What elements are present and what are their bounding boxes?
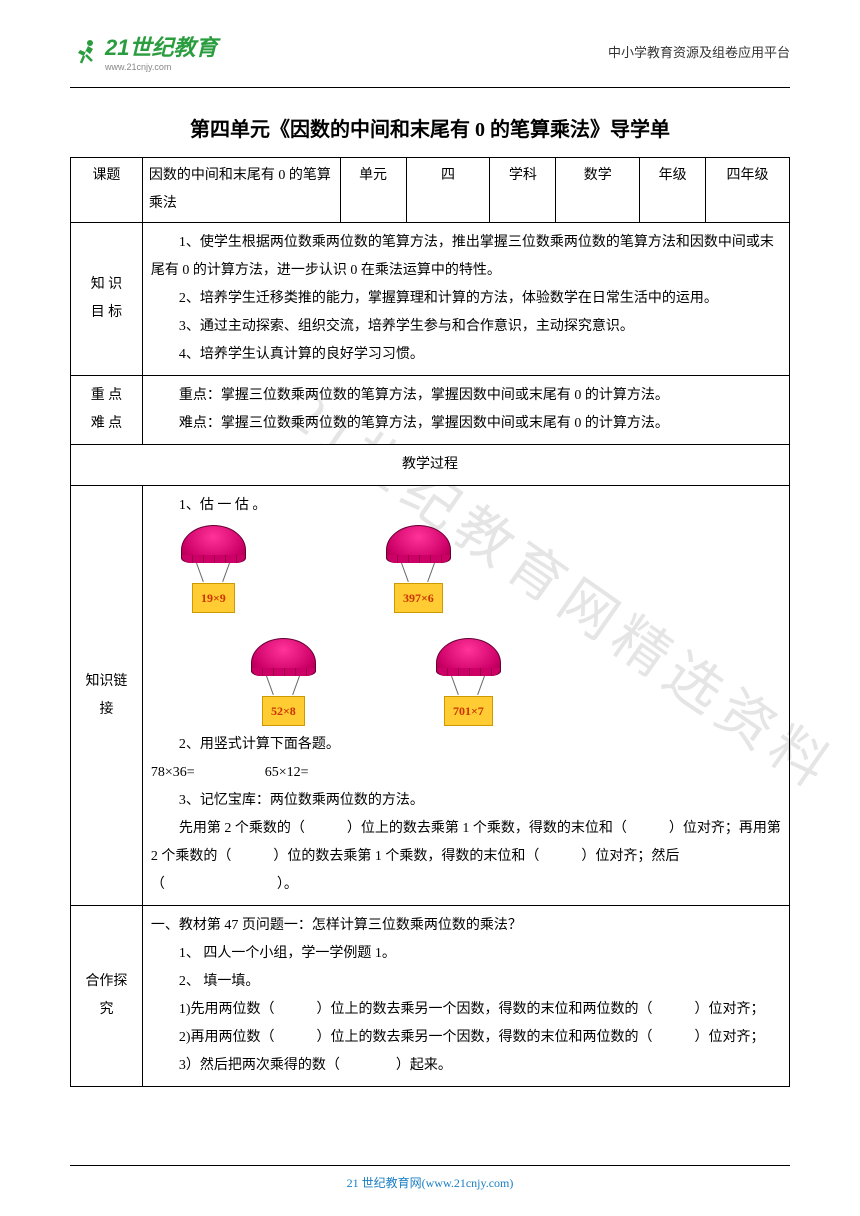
kl-item3: 3、记忆宝库：两位数乘两位数的方法。 xyxy=(151,787,781,815)
coop-q1-1: 1、 四人一个小组，学一学例题 1。 xyxy=(151,940,781,968)
parachute-box-2: 397×6 xyxy=(394,583,443,613)
parachute-strings-icon xyxy=(393,563,443,583)
goal-2: 2、培养学生迁移类推的能力，掌握算理和计算的方法，体验数学在日常生活中的运用。 xyxy=(151,285,781,313)
kl-item3-detail: 先用第 2 个乘数的（ ）位上的数去乘第 1 个乘数，得数的末位和（ ）位对齐；… xyxy=(151,815,781,899)
parachutes-row2: 52×8 701×7 xyxy=(151,633,781,731)
knowledge-link-content: 1、估 一 估 。 19×9 397×6 xyxy=(142,486,789,906)
footer-divider xyxy=(70,1165,790,1166)
key-point: 重点：掌握三位数乘两位数的笔算方法，掌握因数中间或末尾有 0 的计算方法。 xyxy=(151,382,781,410)
unit-label: 单元 xyxy=(340,158,406,223)
main-content: 第四单元《因数的中间和末尾有 0 的笔算乘法》导学单 课题 因数的中间和末尾有 … xyxy=(0,88,860,1107)
knowledge-goals-label: 知 识目 标 xyxy=(71,223,143,376)
parachute-strings-icon xyxy=(188,563,238,583)
grade-label: 年级 xyxy=(640,158,706,223)
calc2: 65×12= xyxy=(265,765,309,780)
kl-item2: 2、用竖式计算下面各题。 xyxy=(151,731,781,759)
parachute-2: 397×6 xyxy=(386,525,451,613)
cooperation-row: 合作探究 一、教材第 47 页问题一：怎样计算三位数乘两位数的乘法？ 1、 四人… xyxy=(71,906,790,1087)
logo-sub-text: www.21cnjy.com xyxy=(105,62,217,72)
info-row: 课题 因数的中间和末尾有 0 的笔算乘法 单元 四 学科 数学 年级 四年级 xyxy=(71,158,790,223)
process-header: 教学过程 xyxy=(71,445,790,486)
knowledge-link-row: 知识链接 1、估 一 估 。 19×9 397×6 xyxy=(71,486,790,906)
coop-q1-2-3: 3）然后把两次乘得的数（ ）起来。 xyxy=(151,1052,781,1080)
topic-label: 课题 xyxy=(71,158,143,223)
parachute-canopy-icon xyxy=(251,638,316,676)
logo: 21世纪教育 www.21cnjy.com xyxy=(70,30,217,72)
parachute-strings-icon xyxy=(443,676,493,696)
knowledge-link-label: 知识链接 xyxy=(71,486,143,906)
lesson-table: 课题 因数的中间和末尾有 0 的笔算乘法 单元 四 学科 数学 年级 四年级 知… xyxy=(70,157,790,1087)
subject-value: 数学 xyxy=(556,158,640,223)
parachute-box-3: 52×8 xyxy=(262,696,305,726)
page-footer: 21 世纪教育网(www.21cnjy.com) xyxy=(0,1165,860,1191)
knowledge-goals-content: 1、使学生根据两位数乘两位数的笔算方法，推出掌握三位数乘两位数的笔算方法和因数中… xyxy=(142,223,789,376)
topic-value: 因数的中间和末尾有 0 的笔算乘法 xyxy=(142,158,340,223)
coop-q1: 一、教材第 47 页问题一：怎样计算三位数乘两位数的乘法？ xyxy=(151,912,781,940)
cooperation-label: 合作探究 xyxy=(71,906,143,1087)
parachute-3: 52×8 xyxy=(251,638,316,726)
header-right-text: 中小学教育资源及组卷应用平台 xyxy=(608,42,790,61)
footer-text: 21 世纪教育网(www.21cnjy.com) xyxy=(347,1176,514,1190)
kl-calc: 78×36= 65×12= xyxy=(151,759,781,787)
page-title: 第四单元《因数的中间和末尾有 0 的笔算乘法》导学单 xyxy=(70,113,790,142)
parachutes-container: 19×9 397×6 xyxy=(151,520,781,618)
knowledge-goals-row: 知 识目 标 1、使学生根据两位数乘两位数的笔算方法，推出掌握三位数乘两位数的笔… xyxy=(71,223,790,376)
goal-1: 1、使学生根据两位数乘两位数的笔算方法，推出掌握三位数乘两位数的笔算方法和因数中… xyxy=(151,229,781,285)
goal-4: 4、培养学生认真计算的良好学习习惯。 xyxy=(151,341,781,369)
runner-icon xyxy=(70,36,100,66)
process-header-row: 教学过程 xyxy=(71,445,790,486)
calc1: 78×36= xyxy=(151,765,195,780)
parachute-box-1: 19×9 xyxy=(192,583,235,613)
key-points-label: 重 点难 点 xyxy=(71,376,143,445)
subject-label: 学科 xyxy=(490,158,556,223)
grade-value: 四年级 xyxy=(706,158,790,223)
parachute-canopy-icon xyxy=(436,638,501,676)
parachute-strings-icon xyxy=(258,676,308,696)
key-points-content: 重点：掌握三位数乘两位数的笔算方法，掌握因数中间或末尾有 0 的计算方法。 难点… xyxy=(142,376,789,445)
parachute-box-4: 701×7 xyxy=(444,696,493,726)
parachute-4: 701×7 xyxy=(436,638,501,726)
logo-main-text: 21世纪教育 xyxy=(105,30,217,62)
cooperation-content: 一、教材第 47 页问题一：怎样计算三位数乘两位数的乘法？ 1、 四人一个小组，… xyxy=(142,906,789,1087)
parachute-canopy-icon xyxy=(386,525,451,563)
coop-q1-2-2: 2)再用两位数（ ）位上的数去乘另一个因数，得数的末位和两位数的（ ）位对齐； xyxy=(151,1024,781,1052)
parachute-1: 19×9 xyxy=(181,525,246,613)
parachute-canopy-icon xyxy=(181,525,246,563)
key-points-row: 重 点难 点 重点：掌握三位数乘两位数的笔算方法，掌握因数中间或末尾有 0 的计… xyxy=(71,376,790,445)
coop-q1-2: 2、 填一填。 xyxy=(151,968,781,996)
goal-3: 3、通过主动探索、组织交流，培养学生参与和合作意识，主动探究意识。 xyxy=(151,313,781,341)
coop-q1-2-1: 1)先用两位数（ ）位上的数去乘另一个因数，得数的末位和两位数的（ ）位对齐； xyxy=(151,996,781,1024)
unit-value: 四 xyxy=(406,158,490,223)
difficulty-point: 难点：掌握三位数乘两位数的笔算方法，掌握因数中间或末尾有 0 的计算方法。 xyxy=(151,410,781,438)
kl-item1: 1、估 一 估 。 xyxy=(151,492,781,520)
page-header: 21世纪教育 www.21cnjy.com 中小学教育资源及组卷应用平台 xyxy=(0,0,860,87)
